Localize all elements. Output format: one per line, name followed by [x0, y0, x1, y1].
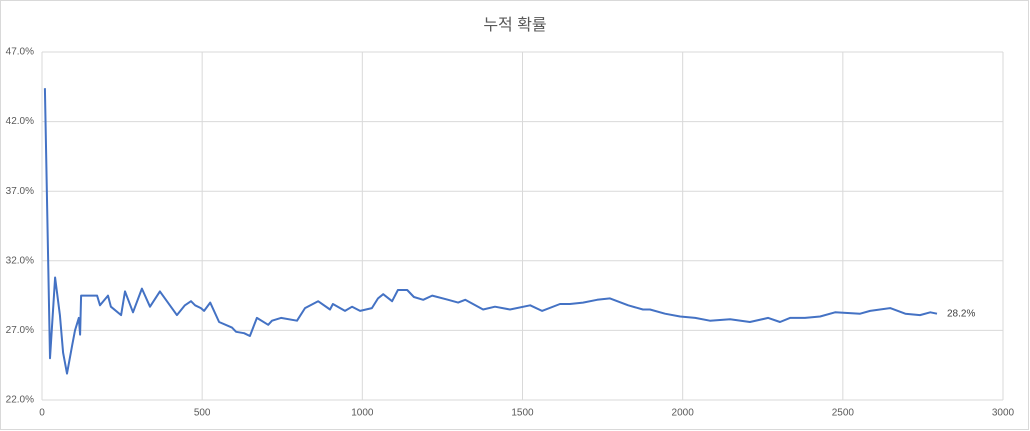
x-tick-label: 0 [39, 408, 45, 419]
chart-title: 누적 확률 [483, 16, 546, 34]
y-tick-label: 47.0% [6, 47, 34, 58]
line [43, 88, 938, 375]
x-tick-label: 2000 [672, 408, 695, 419]
x-tick-label: 500 [194, 408, 211, 419]
y-tick-label: 27.0% [6, 325, 34, 336]
x-tick-label: 2500 [832, 408, 855, 419]
x-tick-label: 3000 [992, 408, 1015, 419]
data-label: 28.2% [947, 308, 975, 319]
x-tick-label: 1500 [511, 408, 534, 419]
y-tick-label: 37.0% [6, 186, 34, 197]
y-tick-label: 42.0% [6, 116, 34, 127]
x-tick-label: 1000 [351, 408, 374, 419]
y-tick-label: 32.0% [6, 255, 34, 266]
y-tick-label: 22.0% [6, 395, 34, 406]
